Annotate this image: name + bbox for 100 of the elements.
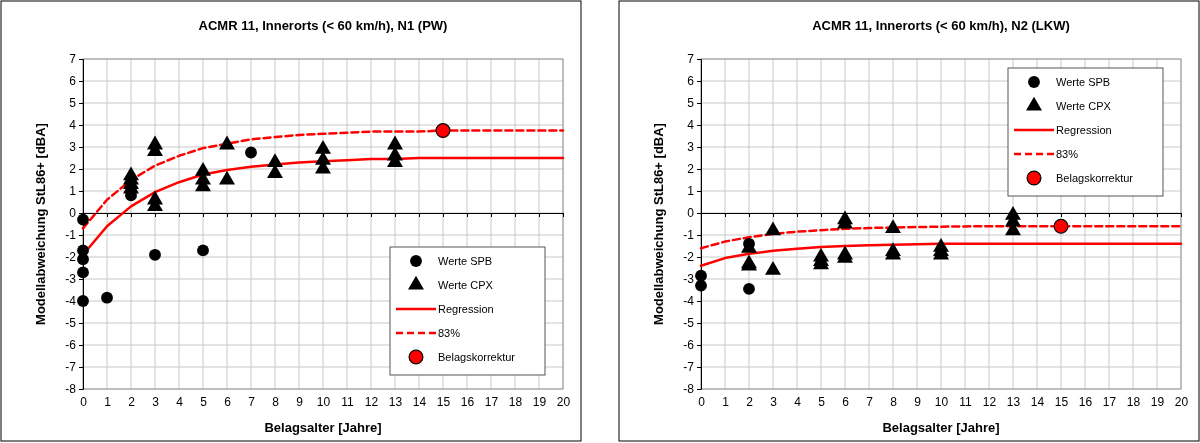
x-tick-label: 17: [1102, 394, 1117, 409]
y-tick-label: -8: [683, 382, 695, 397]
point: [101, 291, 113, 304]
chart-title: ACMR 11, Innerorts (< 60 km/h), N1 (PW): [198, 18, 448, 33]
y-tick-label: -8: [65, 382, 77, 397]
y-tick-label: 0: [69, 206, 77, 221]
x-tick-label: 12: [364, 394, 379, 409]
x-tick-label: 2: [128, 394, 136, 409]
point: [267, 153, 283, 167]
y-tick-label: -4: [65, 294, 77, 309]
x-tick-label: 20: [556, 394, 571, 409]
y-tick-label: 3: [69, 140, 77, 155]
y-tick-label: 1: [69, 184, 77, 199]
x-tick-label: 16: [1078, 394, 1093, 409]
y-tick-label: 7: [69, 52, 77, 67]
y-tick-label: 2: [69, 162, 77, 177]
legend-label: 83%: [1056, 148, 1079, 160]
x-tick-label: 9: [296, 394, 304, 409]
legend-label: Werte SPB: [438, 255, 493, 267]
x-tick-label: 13: [1006, 394, 1021, 409]
legend-label: Werte CPX: [1056, 100, 1112, 112]
point: [77, 266, 89, 279]
x-tick-label: 1: [104, 394, 112, 409]
x-tick-label: 10: [934, 394, 949, 409]
point: [387, 135, 403, 150]
x-tick-label: 5: [818, 394, 826, 409]
x-tick-label: 3: [770, 394, 778, 409]
y-tick-label: 4: [69, 118, 77, 133]
x-tick-label: 0: [80, 394, 88, 409]
point: [77, 253, 89, 266]
y-tick-label: -6: [683, 338, 695, 353]
x-tick-label: 9: [914, 394, 922, 409]
y-tick-label: 2: [687, 162, 695, 177]
x-tick-label: 10: [316, 394, 331, 409]
x-tick-label: 15: [1054, 394, 1069, 409]
x-tick-label: 14: [412, 394, 427, 409]
y-tick-label: -3: [65, 272, 77, 287]
x-tick-label: 5: [200, 394, 208, 409]
y-tick-label: 3: [687, 140, 695, 155]
x-tick-label: 13: [388, 394, 403, 409]
x-tick-label: 11: [341, 394, 355, 409]
x-tick-label: 7: [248, 394, 256, 409]
x-tick-label: 8: [272, 394, 280, 409]
y-tick-label: 0: [687, 206, 695, 221]
legend-label: Werte CPX: [438, 279, 494, 291]
y-tick-label: -7: [65, 360, 77, 375]
legend-label: Belagskorrektur: [1056, 172, 1134, 184]
y-tick-label: -3: [683, 272, 695, 287]
x-tick-label: 17: [484, 394, 499, 409]
x-tick-label: 16: [460, 394, 475, 409]
legend-label: Regression: [1056, 124, 1112, 136]
x-tick-label: 4: [176, 394, 184, 409]
y-tick-label: 5: [687, 96, 695, 111]
legend-label: Regression: [438, 303, 494, 315]
y-tick-label: 1: [687, 184, 695, 199]
x-tick-label: 1: [722, 394, 730, 409]
y-tick-label: -5: [683, 316, 695, 331]
y-tick-label: 6: [69, 74, 77, 89]
point: [219, 135, 235, 150]
point: [315, 140, 331, 154]
y-tick-label: -1: [683, 228, 695, 243]
x-tick-label: 11: [959, 394, 973, 409]
y-axis-title: Modellabweichung StL86+ [dBA]: [651, 123, 666, 325]
legend-label: 83%: [438, 327, 461, 339]
x-tick-label: 20: [1174, 394, 1189, 409]
y-tick-label: 6: [687, 74, 695, 89]
y-tick-label: 7: [687, 52, 695, 67]
point: [77, 213, 89, 226]
x-tick-label: 19: [1150, 394, 1165, 409]
x-tick-label: 8: [890, 394, 898, 409]
y-tick-label: -2: [683, 250, 695, 265]
x-tick-label: 18: [1126, 394, 1141, 409]
y-axis-title: Modellabweichung StL86+ [dBA]: [33, 123, 48, 325]
y-tick-label: -4: [683, 294, 695, 309]
x-tick-label: 2: [746, 394, 754, 409]
legend-label: Werte SPB: [1056, 76, 1111, 88]
x-tick-label: 0: [698, 394, 706, 409]
x-tick-label: 18: [508, 394, 523, 409]
x-axis-title: Belagsalter [Jahre]: [264, 420, 382, 435]
y-tick-label: -2: [65, 250, 77, 265]
point: [149, 248, 161, 261]
x-tick-label: 3: [152, 394, 160, 409]
point: [77, 295, 89, 307]
y-tick-label: 4: [687, 118, 695, 133]
x-tick-label: 15: [436, 394, 451, 409]
x-axis-title: Belagsalter [Jahre]: [882, 420, 1000, 435]
x-tick-label: 6: [842, 394, 850, 409]
x-tick-label: 14: [1030, 394, 1045, 409]
y-tick-label: -5: [65, 316, 77, 331]
y-tick-label: -6: [65, 338, 77, 353]
x-tick-label: 6: [224, 394, 232, 409]
y-tick-label: -7: [683, 360, 695, 375]
legend-label: Belagskorrektur: [438, 351, 516, 363]
x-tick-label: 12: [982, 394, 997, 409]
point: [219, 170, 235, 185]
x-tick-label: 19: [532, 394, 547, 409]
chart-title: ACMR 11, Innerorts (< 60 km/h), N2 (LKW): [812, 18, 1070, 33]
y-tick-label: -1: [65, 228, 77, 243]
y-tick-label: 5: [69, 96, 77, 111]
x-tick-label: 4: [794, 394, 802, 409]
